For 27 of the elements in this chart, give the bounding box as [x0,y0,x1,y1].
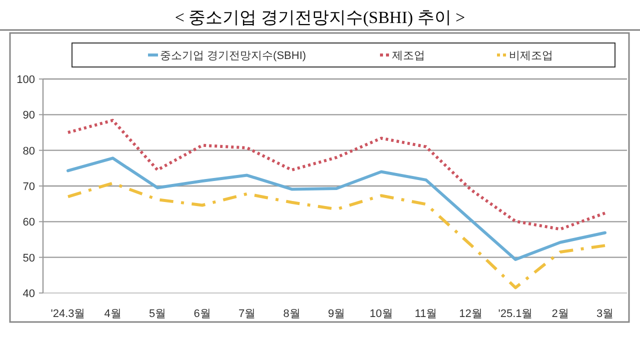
x-tick-label: 9월 [328,308,346,320]
chart-title: < 중소기업 경기전망지수(SBHI) 추이 > [174,8,466,27]
line-series [66,182,606,290]
y-tick-label: 40 [22,288,35,300]
x-tick-label: 2월 [552,308,569,320]
y-tick-label: 50 [22,252,35,264]
x-tick-label: 4월 [104,308,122,320]
line-series [66,118,606,231]
x-tick-label: 3월 [596,308,614,320]
x-tick-label: 7월 [238,308,256,320]
legend-label: 중소기업 경기전망지수(SBHI) [160,50,306,62]
x-tick-label: 11월 [414,308,438,320]
y-tick-label: 70 [22,181,35,193]
y-tick-label: 100 [16,74,35,86]
x-tick-label: 10월 [370,308,393,320]
x-tick-label: 6월 [194,308,211,320]
legend-label: 제조업 [392,50,425,62]
x-tick-label: 5월 [148,308,166,320]
line-series [66,156,606,261]
x-tick-label: 8월 [283,308,300,320]
x-tick-label: '25.1월 [498,308,533,320]
legend-label: 비제조업 [509,50,553,62]
x-tick-label: 12월 [459,308,482,320]
y-tick-label: 80 [22,145,35,158]
y-tick-label: 90 [22,110,35,122]
y-tick-label: 60 [22,216,35,229]
x-tick-label: '24.3월 [50,308,86,320]
